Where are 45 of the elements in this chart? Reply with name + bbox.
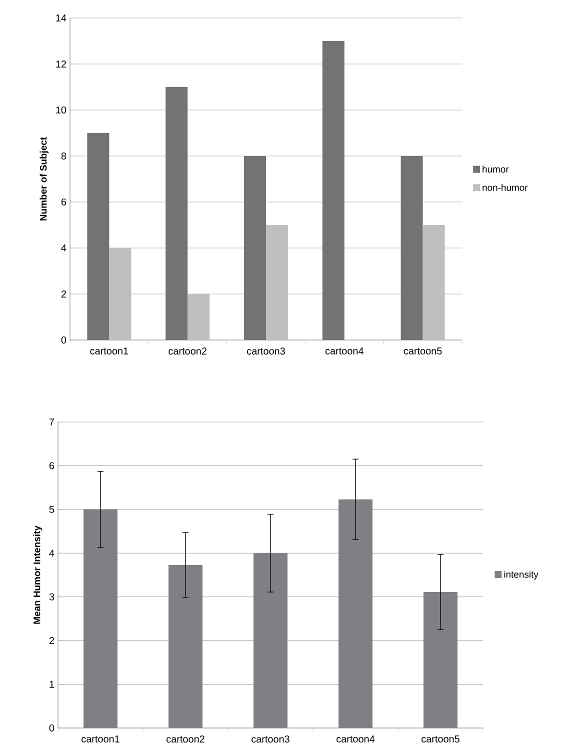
y-tick-label: 4: [49, 550, 54, 557]
y-tick-label: 1: [50, 680, 54, 688]
y-tick-label: 2: [49, 637, 54, 644]
y-tick-label: 8: [61, 152, 66, 160]
bar: [338, 499, 372, 728]
legend-label: humor: [482, 166, 509, 173]
y-tick-label: 2: [61, 290, 66, 298]
y-tick-label: 7: [49, 418, 54, 426]
x-tick-label: cartoon2: [168, 348, 206, 355]
y-axis-title: Number of Subject: [40, 137, 49, 220]
y-tick-label: 12: [56, 60, 66, 68]
bar: [244, 156, 266, 340]
bar: [254, 553, 288, 728]
bar: [166, 86, 188, 340]
bar: [168, 564, 202, 728]
x-tick-label: cartoon2: [166, 736, 204, 743]
bar: [422, 224, 445, 340]
y-tick-label: 10: [56, 106, 66, 114]
x-tick-label: cartoon3: [247, 348, 285, 355]
y-tick-label: 4: [61, 244, 66, 252]
y-tick-label: 6: [49, 462, 54, 470]
x-tick-label: cartoon1: [82, 736, 120, 742]
bar: [84, 509, 118, 728]
x-tick-label: cartoon1: [90, 348, 128, 354]
y-axis-title: Mean Humor Intensity: [33, 526, 42, 624]
x-tick-label: cartoon4: [325, 348, 364, 354]
bar: [87, 132, 110, 340]
x-tick-label: cartoon5: [404, 348, 442, 354]
bar: [109, 248, 132, 340]
legend-label: intensity: [504, 570, 538, 580]
legend-label: non-humor: [482, 184, 528, 191]
y-tick-label: 6: [61, 198, 66, 206]
x-tick-label: cartoon4: [336, 736, 375, 742]
x-tick-label: cartoon5: [422, 736, 460, 742]
y-tick-label: 3: [49, 593, 54, 600]
bar: [188, 294, 210, 340]
bar: [424, 592, 458, 728]
x-tick-label: cartoon3: [252, 736, 290, 743]
y-tick-label: 0: [49, 724, 54, 732]
y-tick-label: 14: [56, 14, 66, 22]
y-tick-label: 0: [61, 336, 66, 344]
bar: [266, 224, 288, 340]
bar: [400, 156, 423, 340]
y-tick-label: 5: [49, 506, 54, 513]
bar: [322, 40, 344, 340]
